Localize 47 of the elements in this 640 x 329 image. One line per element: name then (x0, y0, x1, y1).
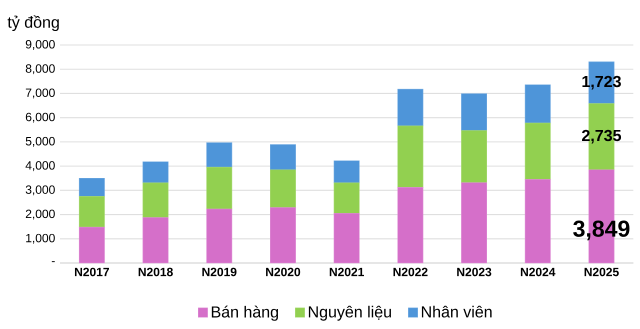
bar (270, 207, 296, 264)
y-tick-label: 8,000 (26, 64, 55, 74)
legend-label: Bán hàng (212, 306, 278, 321)
y-tick-label: 3,000 (26, 185, 55, 196)
legend-label: Nhân viên (422, 306, 492, 318)
bar (78, 196, 105, 228)
y-tick-label: 5,000 (26, 136, 55, 147)
y-tick-label: 1,000 (26, 234, 55, 244)
bar (334, 160, 360, 184)
bar (524, 179, 551, 264)
x-tick-label: N2020 (266, 268, 300, 276)
y-tick-label: 2,000 (26, 210, 55, 220)
x-tick-label: N2021 (330, 268, 364, 276)
y-tick-label: 9,000 (26, 40, 55, 50)
y-tick-label: 6,000 (26, 112, 55, 123)
x-tick-label: N2024 (520, 268, 556, 276)
bar (461, 182, 488, 264)
legend-label: Nguyên liệu (308, 306, 391, 321)
x-tick-label: N2017 (74, 268, 109, 276)
bar (142, 217, 168, 264)
x-tick-label: N2022 (393, 268, 428, 276)
bar (270, 144, 296, 170)
bar (334, 213, 360, 264)
bar (524, 122, 551, 180)
bar (524, 84, 551, 124)
x-tick-label: N2023 (457, 268, 492, 276)
bar (206, 166, 232, 210)
y-tick-label: 4,000 (26, 161, 55, 172)
bar (206, 142, 232, 168)
bar (397, 187, 424, 264)
bar (142, 161, 168, 184)
bar (270, 169, 296, 208)
bar (461, 93, 488, 131)
bar (78, 178, 105, 197)
x-tick-label: N2025 (584, 268, 619, 276)
bar (78, 226, 105, 264)
bar (461, 130, 488, 183)
bar (397, 126, 424, 188)
x-tick-label: N2019 (202, 268, 236, 276)
y-tick-label: - (52, 261, 55, 262)
bar (206, 208, 232, 264)
y-tick-label: 7,000 (26, 88, 55, 98)
bar (334, 182, 360, 214)
x-tick-label: N2018 (138, 268, 173, 276)
bar (397, 88, 424, 126)
bar (142, 182, 168, 218)
y-axis-title: tỷ đồng (8, 15, 59, 32)
